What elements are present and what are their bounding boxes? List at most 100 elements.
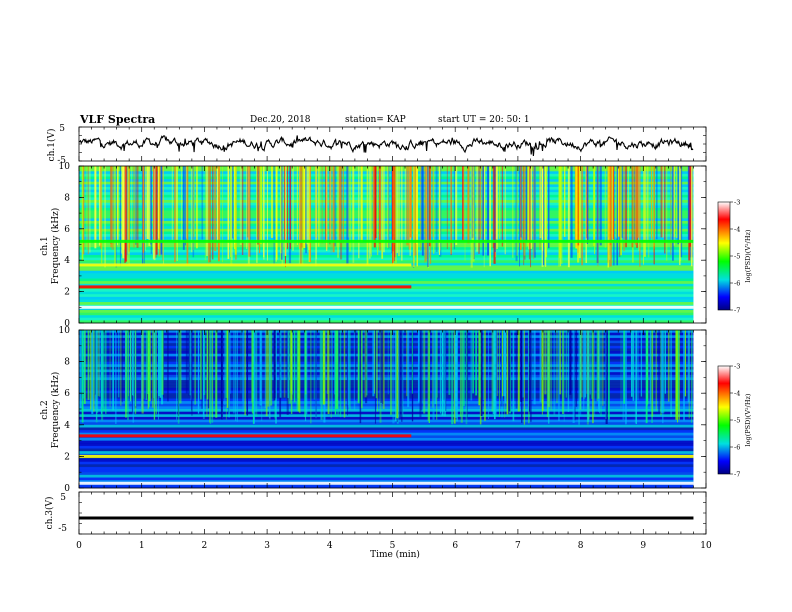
spectrogram-row [79,432,694,436]
spectrogram-streak [635,330,638,425]
spectrogram-streak [134,330,137,414]
spectrogram-row [79,461,694,465]
spectrogram-streak [623,330,626,404]
spectrogram-streak [660,166,663,238]
spectrogram-streak [521,330,523,423]
spectrogram-streak [596,166,599,264]
spectrogram-streak [480,166,482,239]
spectrogram-streak [581,166,584,266]
spectrogram-streak [330,166,332,253]
spectrogram-streak [527,166,529,247]
spectrogram-row [79,411,694,415]
spectrogram-streak [445,330,447,412]
spectrogram-streak [493,330,496,420]
spectrogram-row [79,416,694,420]
spectrogram-row [79,382,694,386]
spectrogram-streak [607,330,610,420]
spectrogram-streak [155,166,158,255]
spectrogram-streak [556,330,558,404]
ch2-spectrogram-ticks [78,329,707,489]
spectrogram-streak [436,330,439,398]
ch3-ytick-bottom: -5 [58,524,67,534]
spectrogram-streak [284,166,286,243]
spectrogram-row [79,223,694,227]
spectrogram-streak [533,330,536,405]
spectrogram-streak [407,330,410,408]
spectrogram-streak [495,166,498,239]
spectrogram-streak [382,330,385,410]
spectrogram-row [79,466,694,470]
spectrogram-streak [94,330,97,411]
spectrogram-streak [587,330,590,422]
spectrogram-streak [209,330,212,424]
spectrogram-streak [383,166,385,253]
spectrogram-streak [255,330,257,412]
spectrogram-streak [605,330,607,420]
spectrogram-streak [401,330,403,422]
spectrogram-streak [455,166,458,246]
spectrogram-band [79,434,412,438]
spectrogram-streak [125,330,127,402]
spectrogram-streak [546,166,548,258]
spectrogram-streak [579,330,582,410]
spectrogram-row [79,220,694,224]
spectrogram-streak [544,330,547,395]
spectrogram-streak [315,166,317,260]
spectrogram-streak [370,166,372,257]
spectrogram-streak [162,166,164,265]
ch1-colorbar: -3 -4 -5 -6 -7 log(PSD)(V²/Hz) [717,199,752,315]
spectrogram-streak [369,166,371,259]
colorbar-tick-label: -7 [734,471,740,479]
spectrogram-row [79,312,694,316]
spectrogram-streak [388,166,390,249]
spectrogram-streak [643,166,645,265]
spectrogram-streak [622,166,626,252]
spectrogram-streak [307,166,310,250]
spectrogram-row [79,194,694,198]
spectrogram-streak [252,330,254,424]
spectrogram-streak [574,330,576,421]
spectrogram-row [79,210,694,214]
spectrogram-streak [635,166,637,245]
colorbar-tick-label: -5 [734,417,740,425]
spectrogram-streak [520,166,522,250]
spectrogram-no-data [693,330,706,488]
spectrogram-streak [365,330,368,396]
ch3-waveform-ticks [78,491,707,535]
spectrogram-streak [472,330,475,394]
spectrogram-streak [100,166,103,264]
spectrogram-streak [303,166,306,248]
spectrogram-streak [342,166,344,244]
spectrogram-streak [585,166,587,264]
spectrogram-streak [259,166,263,245]
spectrogram-streak [542,166,544,243]
colorbar-tick-label: -4 [734,390,740,398]
spectrogram-streak [296,166,298,246]
spectrogram-streak [478,330,481,406]
spectrogram-streak [128,166,130,252]
spectrogram-streak [528,166,530,250]
spectrogram-row [79,294,694,298]
spectrogram-streak [246,330,249,416]
ch3-waveform-ylabel: ch.3(V) [44,497,55,530]
ch1-spectrogram-image [79,166,706,324]
spectrogram-row [79,234,694,237]
spectrogram-streak [313,330,316,400]
spectrogram-streak [256,166,258,238]
spectrogram-streak [575,166,578,249]
spectrogram-streak [580,330,583,398]
spectrogram-streak [655,330,657,411]
spectrogram-streak [270,330,273,406]
spectrogram-streak [93,330,96,394]
spectrogram-streak [429,166,432,264]
spectrogram-row [79,252,694,256]
spectrogram-streak [653,166,655,249]
spectrogram-streak [275,166,278,260]
spectrogram-row [79,372,694,376]
spectrogram-streak [125,330,127,418]
spectrogram-row [79,340,694,344]
spectrogram-streak [177,330,180,416]
spectrogram-streak [206,330,209,400]
spectrogram-streak [632,166,634,263]
